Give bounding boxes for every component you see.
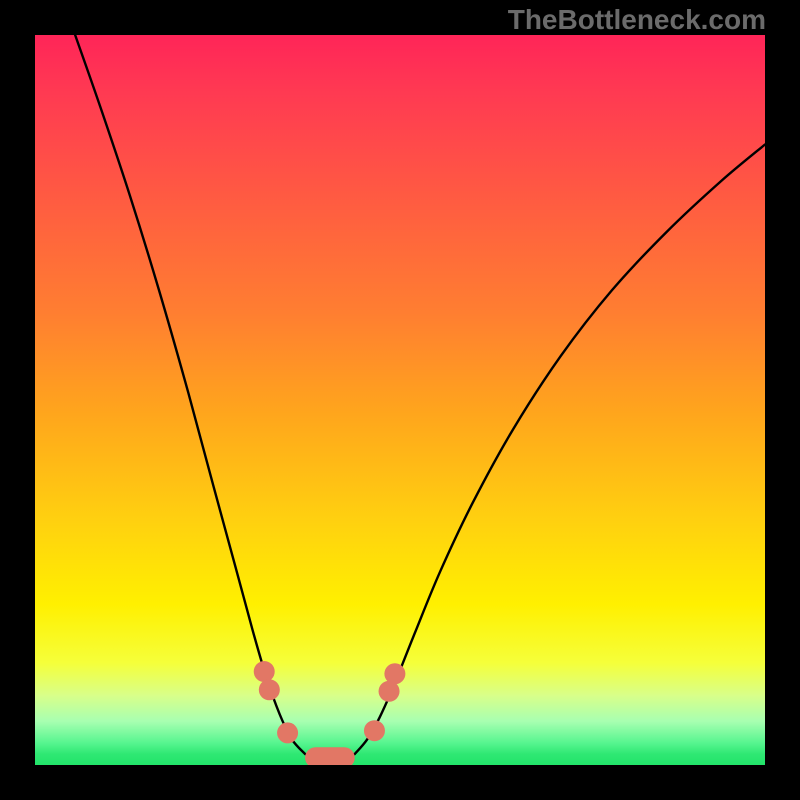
bottleneck-curve bbox=[75, 35, 765, 757]
curve-layer bbox=[35, 35, 765, 765]
marker-stadium bbox=[305, 747, 355, 765]
plot-area bbox=[35, 35, 765, 765]
marker-dot bbox=[384, 663, 405, 684]
marker-dot bbox=[254, 661, 275, 682]
marker-dot bbox=[364, 720, 385, 741]
watermark-label: TheBottleneck.com bbox=[508, 4, 766, 36]
marker-dot bbox=[259, 679, 280, 700]
marker-dot bbox=[277, 722, 298, 743]
